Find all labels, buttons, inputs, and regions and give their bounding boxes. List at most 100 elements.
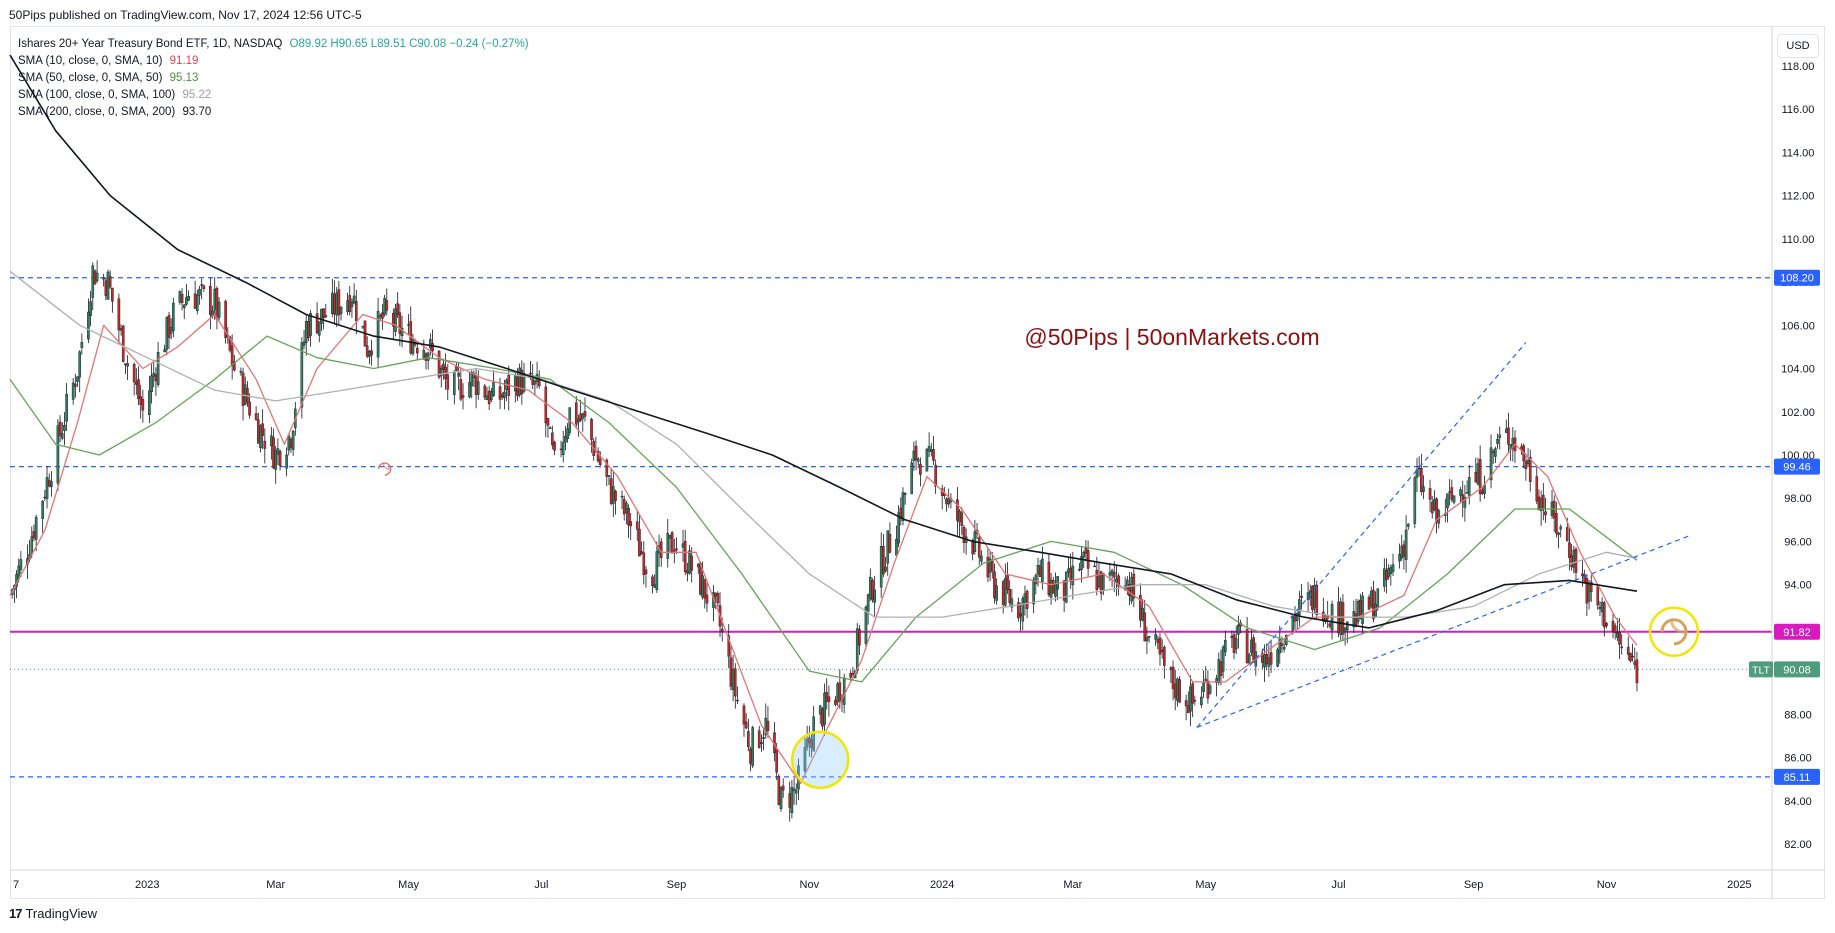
x-tick-label: Mar [1063, 879, 1082, 891]
candle [1400, 534, 1404, 561]
candle-body-down [727, 635, 731, 657]
candle-body-up [794, 790, 798, 794]
candle [749, 746, 752, 772]
candle-body-down [1581, 573, 1584, 577]
candle [916, 457, 920, 469]
candle-body-up [1406, 523, 1410, 527]
candle-body-up [620, 495, 624, 498]
candle [690, 547, 694, 583]
candle [224, 299, 227, 344]
legend-sma-100[interactable]: SMA (100, close, 0, SMA, 100) 95.22 [18, 87, 529, 104]
candle [899, 497, 903, 526]
candle [1282, 639, 1286, 653]
candle-body-down [821, 708, 824, 727]
candle-body-up [1021, 598, 1025, 622]
candle [1276, 647, 1279, 668]
candle [1269, 639, 1273, 673]
candle [385, 288, 389, 316]
candle-body-up [1041, 558, 1044, 582]
candle-body-down [254, 413, 258, 420]
candle-body-up [1413, 477, 1417, 524]
candle [472, 370, 476, 388]
candle [744, 713, 748, 730]
legend-sma-10[interactable]: SMA (10, close, 0, SMA, 10) 91.19 [18, 53, 529, 70]
candle-body-up [980, 555, 983, 562]
candle [598, 451, 602, 468]
candle-body-down [729, 657, 733, 687]
highlight-circle [1648, 606, 1700, 658]
candle [1481, 487, 1484, 496]
legend-symbol-row[interactable]: Ishares 20+ Year Treasury Bond ETF, 1D, … [18, 36, 529, 53]
legend-sma-200[interactable]: SMA (200, close, 0, SMA, 200) 93.70 [18, 104, 529, 121]
candle [1613, 623, 1617, 640]
candle [873, 575, 876, 617]
candle [1629, 652, 1632, 663]
candle [561, 430, 565, 463]
x-tick-label: Mar [266, 879, 285, 891]
legend-sma-50[interactable]: SMA (50, close, 0, SMA, 50) 95.13 [18, 70, 529, 87]
candle-body-down [529, 372, 532, 375]
candle [370, 340, 373, 366]
candle-body-up [1208, 685, 1212, 694]
currency-button[interactable]: USD [1777, 34, 1819, 58]
candle-body-down [977, 537, 981, 558]
candle [91, 262, 95, 311]
candle [1080, 547, 1083, 583]
candle [1448, 479, 1451, 506]
candle-body-down [598, 458, 602, 465]
sma-line-2 [9, 335, 1638, 683]
candle [124, 363, 127, 375]
candle-body-up [1389, 567, 1393, 574]
candle-body-down [1311, 585, 1314, 610]
y-tick-label: 112.00 [1782, 191, 1815, 203]
candle-body-up [842, 677, 846, 705]
candle-body-down [1626, 646, 1630, 655]
candle [1522, 443, 1526, 469]
candle-body-up [1369, 590, 1373, 607]
candle-body-down [1589, 581, 1593, 593]
candle-body-down [43, 496, 47, 499]
candle [736, 686, 739, 705]
candle [1049, 573, 1053, 605]
candle-body-down [32, 531, 36, 538]
candle [564, 425, 567, 451]
candle-body-up [172, 302, 175, 332]
candle [757, 725, 761, 749]
candle [1019, 602, 1022, 631]
candle-body-down [871, 580, 874, 601]
candle-body-up [56, 425, 60, 484]
candle-body-up [1110, 570, 1114, 576]
candle [139, 384, 142, 419]
candle [1169, 666, 1173, 683]
candle [914, 440, 918, 471]
candle-body-up [1054, 584, 1057, 597]
candle-body-up [879, 545, 883, 588]
candle-body-up [274, 450, 278, 470]
candle [929, 443, 933, 457]
candle-body-down [609, 478, 613, 504]
candle-body-down [888, 533, 892, 553]
candle [644, 566, 648, 588]
candle-body-down [1605, 622, 1608, 627]
candle [1237, 615, 1240, 649]
candle-body-up [1345, 621, 1349, 630]
candle-body-down [1117, 575, 1120, 587]
candle [520, 360, 524, 405]
candle [934, 459, 937, 494]
candle-body-up [1147, 636, 1151, 638]
candle [760, 734, 763, 752]
candle [1611, 612, 1615, 639]
candle [1446, 493, 1449, 523]
candle [1402, 540, 1406, 570]
candle-body-down [1280, 643, 1284, 646]
x-tick-label: 2023 [135, 879, 159, 891]
candle-body-up [803, 747, 807, 772]
candle-body-up [1463, 496, 1467, 508]
candle [1450, 479, 1454, 503]
candle [932, 436, 935, 466]
candle [727, 624, 731, 669]
level-label: 108.20 [1780, 273, 1814, 285]
candle [1038, 559, 1042, 577]
candle [58, 415, 62, 443]
